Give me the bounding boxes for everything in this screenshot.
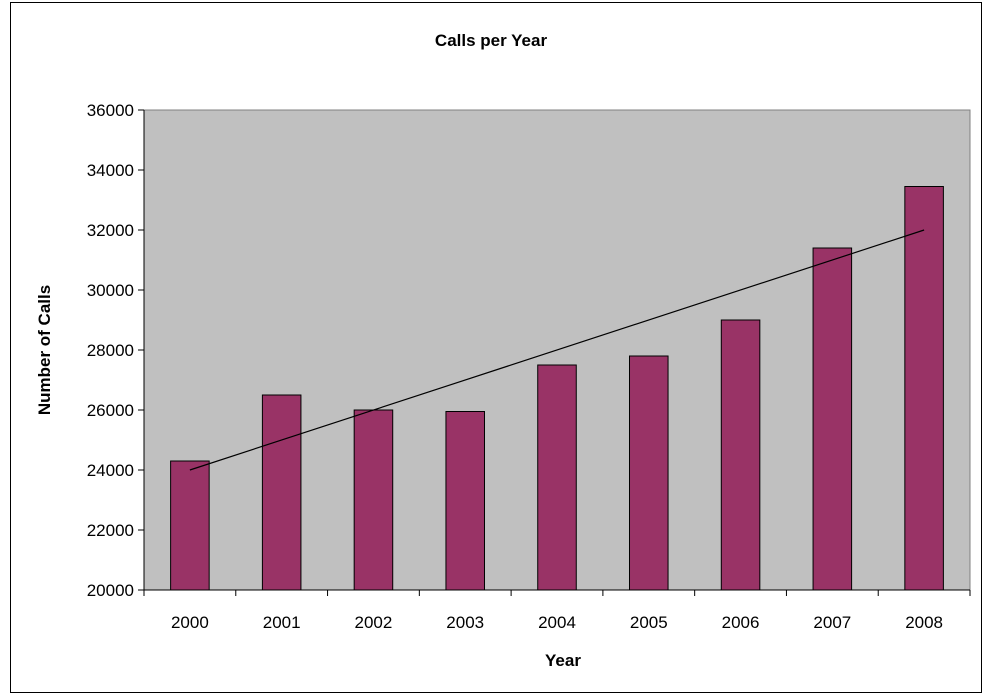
y-tick-label: 20000: [87, 581, 134, 600]
x-tick-label: 2003: [446, 613, 484, 632]
x-tick-label: 2001: [263, 613, 301, 632]
bar-2004: [537, 364, 577, 591]
bar-2007: [812, 247, 853, 591]
y-tick-label: 24000: [87, 461, 134, 480]
x-tick-label: 2006: [722, 613, 760, 632]
y-axis-label: Number of Calls: [35, 285, 54, 415]
chart-title: Calls per Year: [435, 31, 548, 50]
y-tick-label: 30000: [87, 281, 134, 300]
x-tick-label: 2008: [905, 613, 943, 632]
y-tick-label: 32000: [87, 221, 134, 240]
bar-2000: [170, 460, 210, 591]
y-tick-label: 22000: [87, 521, 134, 540]
y-tick-label: 34000: [87, 161, 134, 180]
x-tick-label: 2000: [171, 613, 209, 632]
axes: 20000 22000 24000 26000 28000 30000 32000 34000…: [87, 101, 971, 632]
trendline-layer: [189, 229, 925, 471]
bar-2003: [445, 411, 485, 591]
y-tick-label: 28000: [87, 341, 134, 360]
bars: [170, 186, 944, 591]
y-tick-label: 26000: [87, 401, 134, 420]
x-axis-label: Year: [545, 651, 581, 670]
x-tick-label: 2004: [538, 613, 576, 632]
x-tick-label: 2005: [630, 613, 668, 632]
x-tick-label: 2002: [355, 613, 393, 632]
y-tick-label: 36000: [87, 101, 134, 120]
bar-2002: [353, 409, 394, 591]
x-tick-label: 2007: [813, 613, 851, 632]
bar-2008: [904, 186, 944, 591]
bar-2006: [720, 319, 761, 591]
trendline: [189, 229, 925, 471]
bar-2005: [629, 355, 669, 591]
bar-2001: [261, 394, 302, 591]
